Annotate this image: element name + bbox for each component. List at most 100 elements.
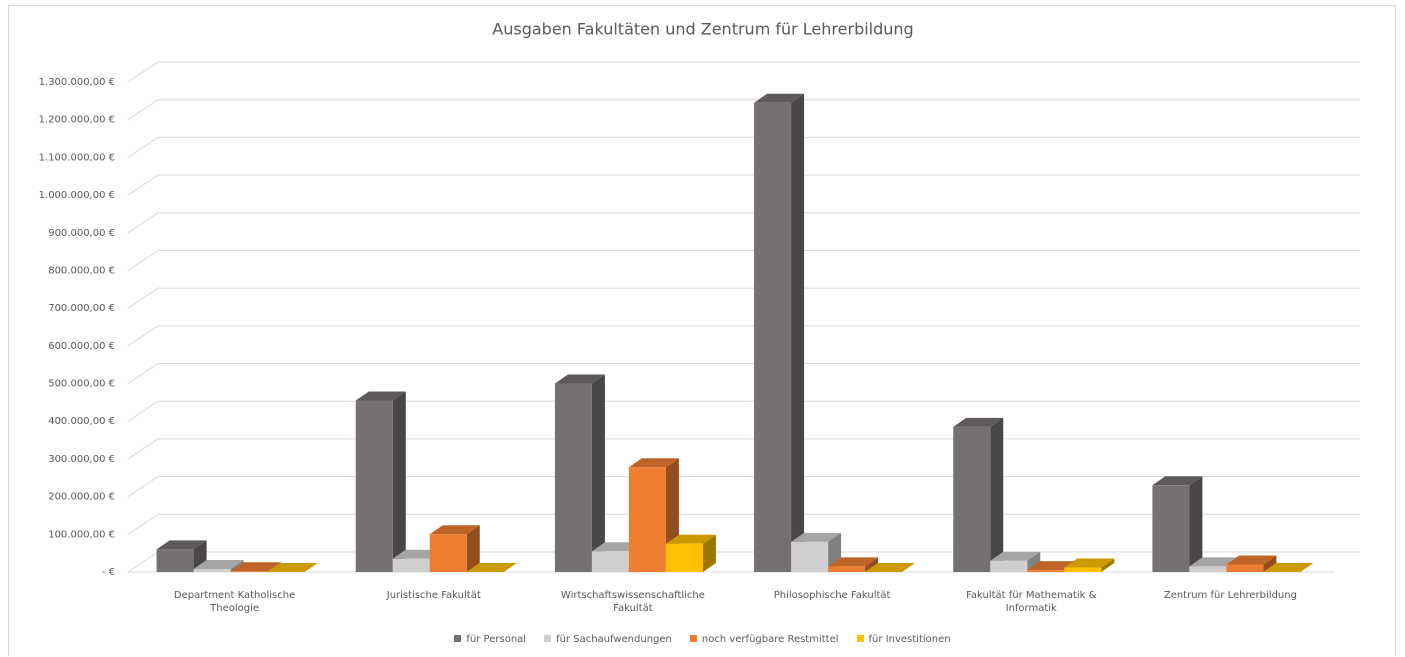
bar-side (990, 417, 1004, 572)
grid-line (127, 325, 1360, 347)
bar (953, 417, 1004, 572)
bar-front (1226, 564, 1264, 572)
bar-top (953, 417, 1004, 427)
bar-side (1027, 551, 1041, 572)
bar-side (1263, 555, 1277, 572)
bar-top (665, 534, 716, 544)
legend-swatch (856, 634, 864, 642)
grid-line (127, 136, 1360, 158)
bar (1152, 476, 1203, 572)
bar (230, 562, 281, 572)
bar-top (554, 374, 605, 384)
bar-front (828, 566, 866, 572)
bar-front (429, 534, 467, 572)
bar-top (267, 563, 318, 572)
grid-line (127, 99, 1360, 121)
legend-swatch (544, 634, 552, 642)
y-tick-label: 700.000,00 € (48, 303, 115, 314)
grid-line (127, 61, 1360, 83)
bar-side (702, 534, 716, 572)
bar-side (791, 93, 805, 572)
bar-front (554, 383, 592, 572)
bar-front (193, 568, 231, 572)
bar-top (990, 551, 1041, 561)
bar (828, 557, 879, 572)
bar-front (591, 551, 629, 572)
bar-front (628, 467, 666, 572)
bar-side (1189, 476, 1203, 572)
legend-label: für Sachaufwendungen (556, 634, 672, 645)
bar-front (156, 549, 194, 572)
y-tick-label: 400.000,00 € (48, 416, 115, 427)
bar-side (392, 391, 406, 572)
bar-front (392, 558, 430, 572)
y-tick-label: - € (102, 567, 115, 578)
y-tick-label: 200.000,00 € (48, 492, 115, 503)
bar-top (1263, 563, 1314, 572)
legend-item: für Personal (454, 634, 526, 645)
x-tick-label: Wirtschaftswissenschaftliche Fakultät (560, 590, 705, 614)
bar-front (1064, 567, 1102, 572)
bar (1226, 555, 1277, 572)
grid-line (127, 249, 1360, 271)
bar-top (628, 458, 679, 468)
x-tick-label: Fakultät für Mathematik & Informatik (966, 590, 1097, 614)
chart-frame (8, 5, 1396, 656)
bar (466, 563, 517, 572)
bar-top (1226, 555, 1277, 565)
bar-front (355, 400, 393, 572)
bar-top (828, 557, 879, 567)
bar-side (591, 374, 605, 572)
bar-front (665, 543, 703, 572)
bar (990, 551, 1041, 572)
y-tick-label: 1.000.000,00 € (39, 190, 115, 201)
chart-title: Ausgaben Fakultäten und Zentrum für Lehr… (492, 20, 913, 39)
bar (429, 525, 480, 572)
y-tick-label: 800.000,00 € (48, 265, 115, 276)
grid-line (127, 287, 1360, 309)
bar-top (355, 391, 406, 401)
bar (865, 563, 916, 572)
bar-front (1152, 485, 1190, 572)
legend-item: für Sachaufwendungen (544, 634, 672, 645)
bar (1263, 563, 1314, 572)
grid-line (127, 174, 1360, 196)
bar-top (1152, 476, 1203, 486)
x-tick-label: Philosophische Fakultät (773, 590, 891, 601)
legend-swatch (454, 634, 462, 642)
legend-label: für Investitionen (868, 634, 951, 645)
y-tick-label: 500.000,00 € (48, 379, 115, 390)
grid-line (127, 400, 1360, 422)
grid-line (127, 363, 1360, 384)
bar (355, 391, 406, 572)
bar-front (230, 571, 268, 572)
bar-top (1064, 558, 1115, 568)
bar-side (1101, 558, 1115, 572)
bar (267, 563, 318, 572)
bar-side (466, 525, 480, 572)
bar-top (156, 540, 207, 550)
y-tick-label: 300.000,00 € (48, 454, 115, 465)
legend: für Personal für Sachaufwendungen noch ver… (0, 634, 1405, 645)
bar-side (267, 562, 281, 572)
y-tick-label: 900.000,00 € (48, 228, 115, 239)
y-tick-label: 1.200.000,00 € (39, 115, 115, 126)
bar-top (429, 525, 480, 535)
x-tick-label: Juristische Fakultät (386, 590, 481, 601)
bar-side (865, 557, 879, 572)
bar-front (754, 102, 792, 572)
grid-line (127, 212, 1360, 234)
legend-label: noch verfügbare Restmittel (701, 634, 839, 645)
y-tick-label: 100.000,00 € (48, 529, 115, 540)
bar-front (791, 541, 829, 572)
legend-swatch (689, 634, 697, 642)
bar-top (865, 563, 916, 572)
x-tick-label: Zentrum für Lehrerbildung (1163, 590, 1297, 601)
y-tick-label: 600.000,00 € (48, 341, 115, 352)
bar-top (791, 532, 842, 542)
bar-top (230, 562, 281, 572)
bar-front (1027, 570, 1065, 572)
y-tick-label: 1.300.000,00 € (39, 77, 115, 88)
